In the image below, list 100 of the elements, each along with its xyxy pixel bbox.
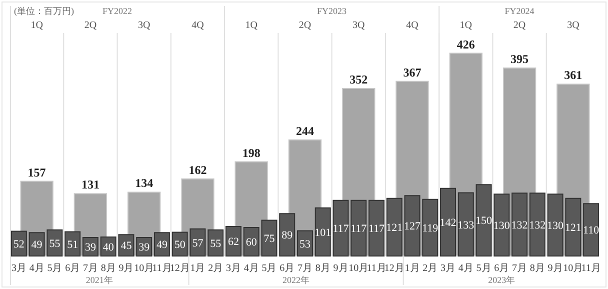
data-label: 133 — [458, 219, 475, 232]
text: 3Q — [352, 20, 366, 31]
text: FY2022 — [102, 6, 132, 16]
x-tick-label: 8月 — [315, 263, 330, 274]
x-tick-label: 4月 — [458, 263, 474, 274]
x-tick-label: 12月 — [384, 263, 404, 274]
bar — [350, 200, 367, 256]
bar — [529, 192, 546, 256]
x-tick-label: 11月 — [581, 263, 601, 274]
x-tick-label: 2月 — [422, 263, 438, 274]
data-label: 110 — [583, 224, 600, 237]
bar — [368, 200, 385, 256]
bar — [512, 192, 528, 256]
x-tick-label: 6月 — [65, 263, 80, 274]
text: 1Q — [30, 20, 44, 31]
data-label: 51 — [67, 238, 78, 251]
data-label: 39 — [84, 242, 96, 254]
x-tick-label: 10月 — [348, 263, 369, 274]
data-label: 130 — [493, 220, 510, 232]
data-label: 361 — [564, 68, 582, 82]
data-label: 101 — [314, 226, 332, 239]
x-tick-label: 8月 — [530, 263, 545, 274]
data-label: 89 — [282, 230, 294, 242]
x-tick-label: 6月 — [494, 263, 510, 274]
x-tick-label: 3月 — [226, 263, 241, 274]
x-tick-label: 4月 — [29, 263, 44, 274]
x-tick-label: 2月 — [208, 263, 224, 274]
data-label: 50 — [174, 239, 186, 252]
text: 3Q — [567, 20, 580, 31]
data-label: 127 — [404, 220, 422, 233]
x-tick-label: 1月 — [190, 263, 206, 274]
data-label: 117 — [332, 223, 350, 236]
x-tick-label: 11月 — [366, 263, 386, 274]
x-tick-label: 10月 — [563, 263, 584, 274]
x-tick-label: 8月 — [100, 263, 116, 274]
x-tick-label: 6月 — [280, 263, 295, 274]
text: 4Q — [406, 20, 420, 31]
data-label: 162 — [188, 162, 207, 177]
x-tick-label: 3月 — [11, 263, 26, 274]
data-label: 40 — [102, 241, 114, 254]
text: FY2023 — [317, 6, 348, 16]
data-label: 426 — [456, 37, 475, 52]
x-tick-label: 7月 — [82, 263, 98, 274]
text: 2Q — [513, 20, 526, 31]
data-label: 53 — [299, 238, 311, 250]
x-tick-label: 4月 — [244, 263, 259, 274]
text: 2Q — [298, 20, 312, 31]
text: 2021年 — [86, 275, 113, 285]
data-label: 75 — [264, 233, 276, 246]
data-label: 198 — [242, 146, 260, 160]
data-label: 142 — [440, 217, 456, 230]
data-label: 367 — [403, 65, 422, 80]
data-label: 121 — [564, 222, 582, 234]
x-tick-label: 1月 — [404, 263, 420, 274]
data-label: 57 — [192, 237, 204, 250]
data-label: 49 — [31, 239, 43, 252]
text: (単位：百万円) — [14, 6, 74, 16]
x-tick-label: 12月 — [170, 263, 190, 274]
data-label: 49 — [156, 239, 168, 252]
data-label: 62 — [228, 236, 239, 248]
text: 1Q — [460, 20, 473, 31]
data-label: 352 — [350, 72, 368, 86]
data-label: 52 — [13, 238, 24, 251]
data-label: 134 — [135, 176, 154, 190]
x-tick-label: 9月 — [333, 263, 348, 274]
data-label: 131 — [81, 178, 100, 192]
x-tick-label: 10月 — [134, 263, 154, 274]
text: 4Q — [192, 20, 205, 31]
bar — [279, 213, 296, 256]
bar — [225, 226, 242, 256]
data-label: 132 — [511, 219, 528, 232]
text: FY2024 — [504, 6, 535, 16]
x-tick-label: 7月 — [298, 263, 312, 274]
data-label: 119 — [422, 222, 439, 235]
bar — [64, 231, 81, 256]
text: 2022年 — [282, 275, 310, 285]
data-label: 150 — [476, 215, 493, 228]
data-label: 130 — [547, 220, 564, 232]
data-label: 39 — [138, 242, 150, 254]
x-tick-label: 5月 — [262, 263, 277, 274]
bar — [154, 232, 170, 256]
x-tick-label: 9月 — [118, 263, 134, 274]
bar — [10, 230, 27, 256]
data-label: 55 — [210, 238, 222, 250]
bar — [386, 198, 402, 256]
text: 2Q — [84, 20, 98, 31]
data-label: 117 — [350, 223, 368, 236]
text: 2023年 — [488, 275, 516, 285]
x-tick-label: 5月 — [47, 263, 62, 274]
x-tick-label: 9月 — [548, 263, 563, 274]
text: 1Q — [245, 20, 258, 31]
bar — [208, 229, 224, 256]
data-label: 55 — [49, 238, 61, 250]
data-label: 395 — [510, 52, 529, 66]
bar — [583, 203, 600, 256]
x-tick-label: 5月 — [476, 263, 492, 274]
text: 3Q — [138, 20, 151, 31]
data-label: 157 — [28, 165, 46, 180]
data-label: 45 — [120, 240, 132, 252]
data-label: 132 — [529, 219, 546, 232]
